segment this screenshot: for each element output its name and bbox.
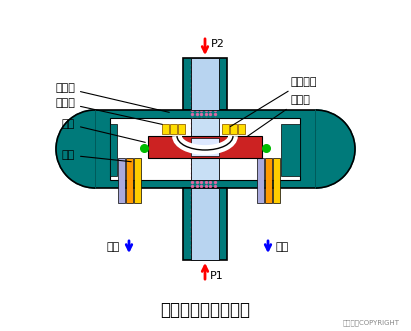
Text: 扩散电阻: 扩散电阻 (231, 77, 316, 126)
Bar (178, 124, 185, 134)
Bar (222, 124, 229, 134)
Bar (265, 158, 272, 203)
Bar (126, 158, 133, 203)
Bar (281, 124, 300, 176)
Text: P1: P1 (210, 271, 224, 281)
Text: 硅杯: 硅杯 (62, 119, 145, 142)
Bar (191, 188, 219, 260)
Text: 电流: 电流 (106, 242, 119, 252)
Text: 低压腔: 低压腔 (55, 83, 169, 112)
Bar (170, 124, 177, 134)
Wedge shape (316, 110, 355, 188)
Text: P2: P2 (211, 39, 225, 49)
Bar (230, 124, 237, 134)
Text: 高压腔: 高压腔 (55, 98, 162, 124)
Bar (134, 158, 141, 203)
Bar (257, 158, 264, 203)
Bar (118, 158, 125, 203)
Bar (110, 124, 117, 176)
Bar (191, 118, 219, 180)
Bar (110, 118, 300, 180)
Bar (183, 188, 227, 260)
Text: 扩散硅式压力传感器: 扩散硅式压力传感器 (160, 301, 250, 319)
Wedge shape (56, 110, 95, 188)
Bar (191, 58, 219, 110)
Bar (183, 58, 227, 110)
Bar (148, 136, 262, 158)
Text: 电流: 电流 (275, 242, 288, 252)
Text: 东方仿真COPYRIGHT: 东方仿真COPYRIGHT (343, 319, 400, 326)
Bar (162, 124, 169, 134)
Text: 硅膜片: 硅膜片 (247, 95, 310, 136)
Bar (238, 124, 245, 134)
Text: 引线: 引线 (62, 150, 131, 162)
Bar (95, 110, 316, 188)
Bar (191, 138, 219, 156)
Bar (273, 158, 280, 203)
